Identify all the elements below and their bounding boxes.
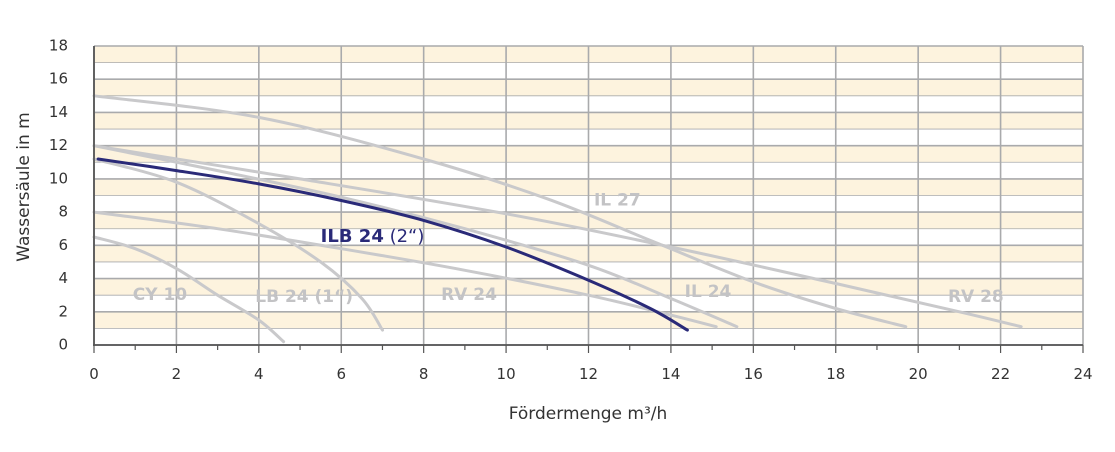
x-axis-title: Fördermenge m³/h (509, 404, 668, 424)
x-tick-label: 20 (909, 365, 928, 383)
x-tick-label: 24 (1073, 365, 1092, 383)
label-ilb24-bold: ILB 24 (321, 226, 384, 247)
curve-il24 (92, 144, 739, 329)
y-tick-label: 12 (49, 136, 68, 154)
x-tick-label: 8 (419, 365, 429, 383)
curve-cy10 (92, 235, 286, 344)
curve-labels: CY 10 LB 24 (1“) RV 24 IL 24 IL 27 RV 28 ILB 2… (133, 190, 1004, 306)
y-tick-label: 10 (49, 169, 68, 187)
curve-lb24 (92, 157, 384, 332)
x-tick-label: 14 (661, 365, 680, 383)
label-ilb24: ILB 24 (2“) (321, 226, 425, 247)
curves (92, 94, 1023, 344)
x-tick-label: 6 (336, 365, 346, 383)
y-tick-label: 2 (58, 302, 68, 320)
x-tick-label: 16 (744, 365, 763, 383)
curve-il27 (92, 94, 908, 329)
axes (93, 46, 1084, 353)
x-tick-label: 2 (172, 365, 182, 383)
curve-ilb24 (96, 157, 689, 332)
y-tick-label: 8 (58, 203, 68, 221)
y-tick-label: 16 (49, 70, 68, 88)
y-tick-label: 6 (58, 236, 68, 254)
x-tick-label: 22 (991, 365, 1010, 383)
y-tick-label: 18 (49, 37, 68, 55)
x-tick-label: 18 (826, 365, 845, 383)
label-il27: IL 27 (594, 190, 641, 210)
y-axis-title: Wassersäule in m (14, 112, 34, 261)
x-tick-label: 4 (254, 365, 264, 383)
x-tick-label: 0 (89, 365, 99, 383)
label-il24: IL 24 (685, 282, 732, 302)
curve-rv28 (92, 144, 1023, 329)
x-tick-label: 12 (579, 365, 598, 383)
label-ilb24-rest: (2“) (384, 226, 425, 247)
y-tick-label: 0 (58, 336, 68, 354)
y-tick-label: 4 (58, 269, 68, 287)
x-tick-label: 10 (497, 365, 516, 383)
y-tick-label: 14 (49, 103, 68, 121)
label-rv24: RV 24 (441, 285, 497, 305)
label-lb24: LB 24 (1“) (255, 287, 353, 307)
label-cy10: CY 10 (133, 285, 188, 305)
label-rv28: RV 28 (948, 287, 1004, 307)
